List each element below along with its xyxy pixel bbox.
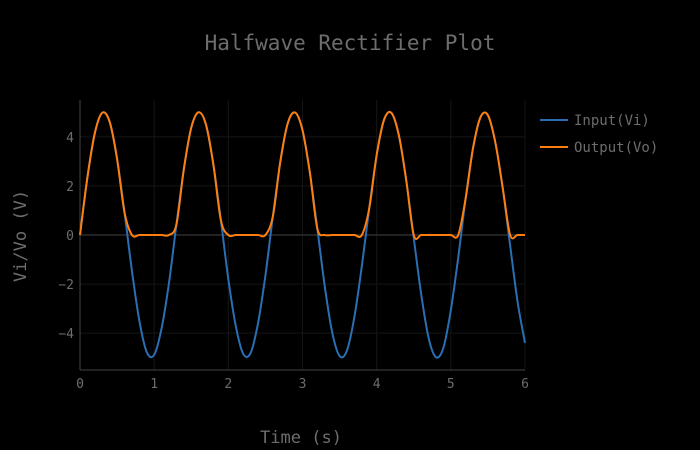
- x-tick-label: 6: [521, 377, 529, 392]
- axes: 0 1 2 3 4 5 6 −4 −2 0 2 4: [58, 100, 529, 392]
- legend[interactable]: Input(Vi) Output(Vo): [540, 113, 658, 156]
- chart-title: Halfwave Rectifier Plot: [205, 31, 496, 55]
- y-tick-label: 2: [66, 180, 74, 195]
- x-tick-label: 1: [150, 377, 158, 392]
- x-tick-label: 4: [373, 377, 381, 392]
- legend-item-output-vo[interactable]: Output(Vo): [540, 140, 658, 156]
- y-tick-label: −2: [58, 278, 74, 293]
- x-axis-title: Time (s): [260, 428, 342, 448]
- y-tick-label: −4: [58, 327, 74, 342]
- y-tick-label: 0: [66, 229, 74, 244]
- series-lines: [79, 110, 526, 359]
- x-tick-label: 3: [299, 377, 307, 392]
- y-axis-title: Vi/Vo (V): [11, 190, 31, 282]
- plot-area: 0 1 2 3 4 5 6 −4 −2 0 2 4: [58, 100, 529, 392]
- legend-label: Output(Vo): [574, 140, 658, 156]
- series-line-output-vo: [79, 110, 525, 240]
- x-tick-label: 5: [447, 377, 455, 392]
- y-tick-label: 4: [66, 131, 74, 146]
- legend-item-input-vi[interactable]: Input(Vi): [540, 113, 650, 129]
- legend-label: Input(Vi): [574, 113, 650, 129]
- x-tick-label: 0: [76, 377, 84, 392]
- x-tick-label: 2: [224, 377, 232, 392]
